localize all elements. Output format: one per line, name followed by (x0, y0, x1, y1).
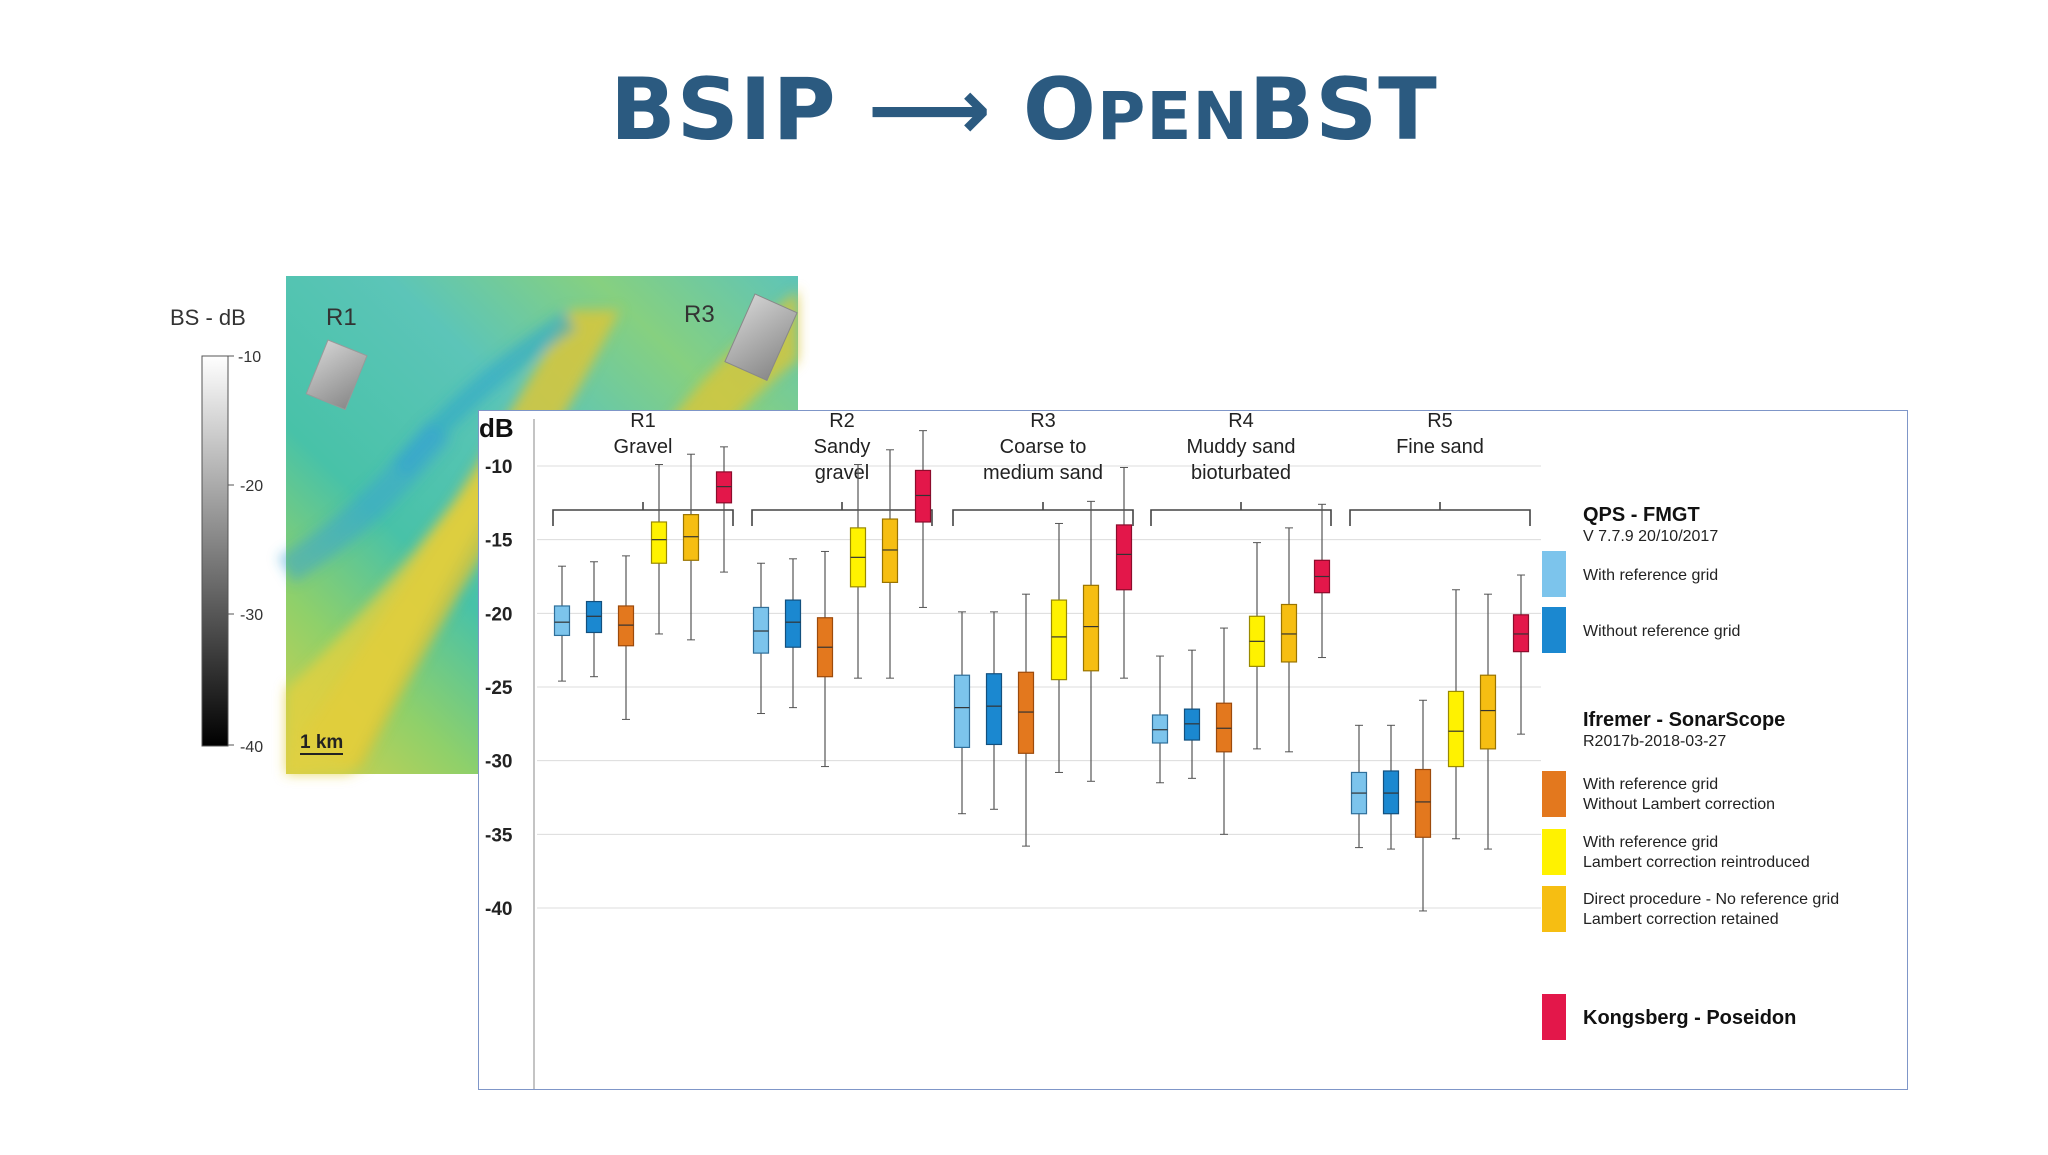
region-name-label: Fine sand (1396, 436, 1484, 458)
y-axis-label: dB (479, 413, 514, 443)
y-tick-label: -35 (485, 825, 513, 846)
box-iqr (1082, 584, 1100, 672)
title-open-o: O (1022, 60, 1097, 160)
title-bst: BST (1248, 60, 1438, 160)
region-code-label: R5 (1427, 411, 1453, 432)
region-bracket (552, 502, 734, 526)
legend-group-title: Ifremer - SonarScope (1583, 709, 1785, 731)
colorbar-tick-label: -10 (238, 349, 261, 366)
legend: QPS - FMGT V 7.7.9 20/10/2017 With referen… (1542, 504, 1839, 1040)
legend-item-label: With reference grid (1583, 567, 1718, 584)
region-name-label: bioturbated (1191, 462, 1291, 484)
box-iqr (953, 674, 971, 749)
colorbar-ticks: -10 -20 -30 (228, 349, 263, 624)
legend-item-label: Lambert correction reintroduced (1583, 854, 1810, 871)
legend-item-label: Lambert correction retained (1583, 911, 1779, 928)
colorbar-tick-label: -40 (240, 739, 263, 756)
box-iqr (1447, 690, 1465, 768)
box-iqr (1183, 708, 1201, 741)
region-r3-mosaic (724, 293, 798, 381)
region-bracket (1349, 502, 1531, 526)
y-tick-label: -20 (485, 604, 512, 625)
title-bsip: BSIP (610, 60, 837, 160)
box-iqr (985, 673, 1003, 746)
region-r1-mosaic (305, 339, 368, 411)
box-iqr (1017, 671, 1035, 754)
title-arrow: ⟶ (867, 60, 992, 160)
legend-group-subtitle: R2017b-2018-03-27 (1583, 733, 1726, 750)
legend-group-title: Kongsberg - Poseidon (1583, 1007, 1796, 1029)
legend-swatch (1542, 829, 1566, 875)
legend-item-label: With reference grid (1583, 834, 1718, 851)
box-iqr (1512, 614, 1530, 653)
slide-title: BSIP ⟶ OPENBST (0, 60, 2048, 160)
title-open-pen: PEN (1096, 78, 1249, 155)
region-name-label: Sandy (814, 436, 871, 458)
legend-swatch (1542, 771, 1566, 817)
boxplot-panel: R1 Gravel R2 Sandy gravel R3 Coarse to medium s… (478, 410, 1908, 1090)
y-tick-label: -10 (485, 457, 512, 478)
box-iqr (715, 471, 733, 504)
region-bracket (952, 502, 1134, 526)
box-iqr (1215, 702, 1233, 753)
colorbar-title: BS - dB (170, 305, 246, 330)
box-iqr (1479, 674, 1497, 750)
region-name-label: medium sand (983, 462, 1103, 484)
legend-swatch (1542, 886, 1566, 932)
region-name-label: Muddy sand (1187, 436, 1296, 458)
region-code-label: R4 (1228, 411, 1254, 432)
legend-item-label: Direct procedure - No reference grid (1583, 891, 1839, 908)
region-name-label: Gravel (614, 436, 673, 458)
y-tick-label: -30 (485, 752, 512, 773)
region-label-r1: R1 (326, 304, 357, 331)
box-iqr (881, 518, 899, 583)
box-iqr (585, 600, 603, 634)
box-iqr (784, 599, 802, 648)
box-iqr (1280, 603, 1298, 663)
boxplot-chart: R1 Gravel R2 Sandy gravel R3 Coarse to medium s… (479, 411, 1839, 1089)
region-code-label: R1 (630, 411, 656, 432)
legend-item-label: With reference grid (1583, 776, 1718, 793)
legend-item-label: Without Lambert correction (1583, 796, 1775, 813)
region-name-label: gravel (815, 462, 869, 484)
box-iqr (650, 521, 668, 564)
y-tick-label: -15 (485, 531, 513, 552)
legend-item-label: Without reference grid (1583, 623, 1740, 640)
y-tick-label: -40 (485, 899, 512, 920)
box-iqr (682, 514, 700, 561)
box-iqr (752, 606, 770, 654)
box-iqr (1414, 768, 1432, 838)
box-iqr (914, 469, 932, 523)
region-bracket (751, 502, 933, 526)
legend-group-title: QPS - FMGT (1583, 504, 1700, 526)
scale-bar-label: 1 km (300, 732, 343, 753)
box-iqr (1382, 770, 1400, 815)
legend-swatch (1542, 607, 1566, 653)
legend-swatch (1542, 551, 1566, 597)
box-iqr (1151, 714, 1169, 744)
legend-swatch (1542, 994, 1566, 1040)
legend-group-subtitle: V 7.7.9 20/10/2017 (1583, 528, 1718, 545)
region-code-label: R2 (829, 411, 855, 432)
region-label-r3: R3 (684, 301, 715, 328)
y-tick-label: -25 (485, 678, 513, 699)
box-iqr (553, 605, 571, 637)
gridlines (537, 465, 1541, 909)
box-iqr (1115, 524, 1133, 591)
colorbar-tick-label: -20 (240, 478, 263, 495)
region-name-label: Coarse to (1000, 436, 1087, 458)
region-bracket (1150, 502, 1332, 526)
colorbar-tick-label: -30 (240, 607, 263, 624)
box-iqr (617, 605, 635, 647)
region-headers: R1 Gravel R2 Sandy gravel R3 Coarse to medium s… (552, 411, 1531, 526)
y-axis: -10 -15 -20 -25 -30 -35 -40 dB (479, 413, 535, 1089)
region-code-label: R3 (1030, 411, 1056, 432)
boxes (553, 430, 1530, 912)
box-iqr (1050, 599, 1068, 681)
